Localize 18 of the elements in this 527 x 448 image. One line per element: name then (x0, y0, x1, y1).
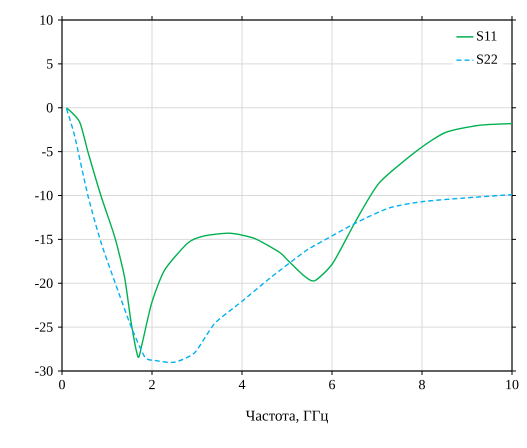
y-tick-label: -30 (35, 366, 53, 376)
legend-label: S22 (477, 54, 498, 64)
y-tick-label: 10 (40, 15, 53, 25)
y-tick-label: -5 (42, 146, 53, 156)
y-tick-label: -25 (35, 322, 53, 332)
x-tick-label: 10 (506, 380, 518, 390)
y-tick-label: 0 (46, 103, 53, 112)
x-tick-label: 0 (59, 380, 65, 390)
legend-label: S11 (477, 31, 496, 41)
x-tick-label: 8 (419, 380, 425, 390)
x-tick-label: 6 (329, 380, 336, 390)
x-axis-title: Частота, ГГц (246, 410, 328, 424)
y-tick-label: -10 (35, 190, 53, 200)
y-tick-label: -20 (35, 278, 53, 288)
x-tick-label: 4 (238, 380, 246, 390)
y-tick-label: -15 (35, 234, 53, 244)
y-tick-label: 5 (46, 59, 53, 69)
x-tick-label: 2 (149, 380, 155, 390)
